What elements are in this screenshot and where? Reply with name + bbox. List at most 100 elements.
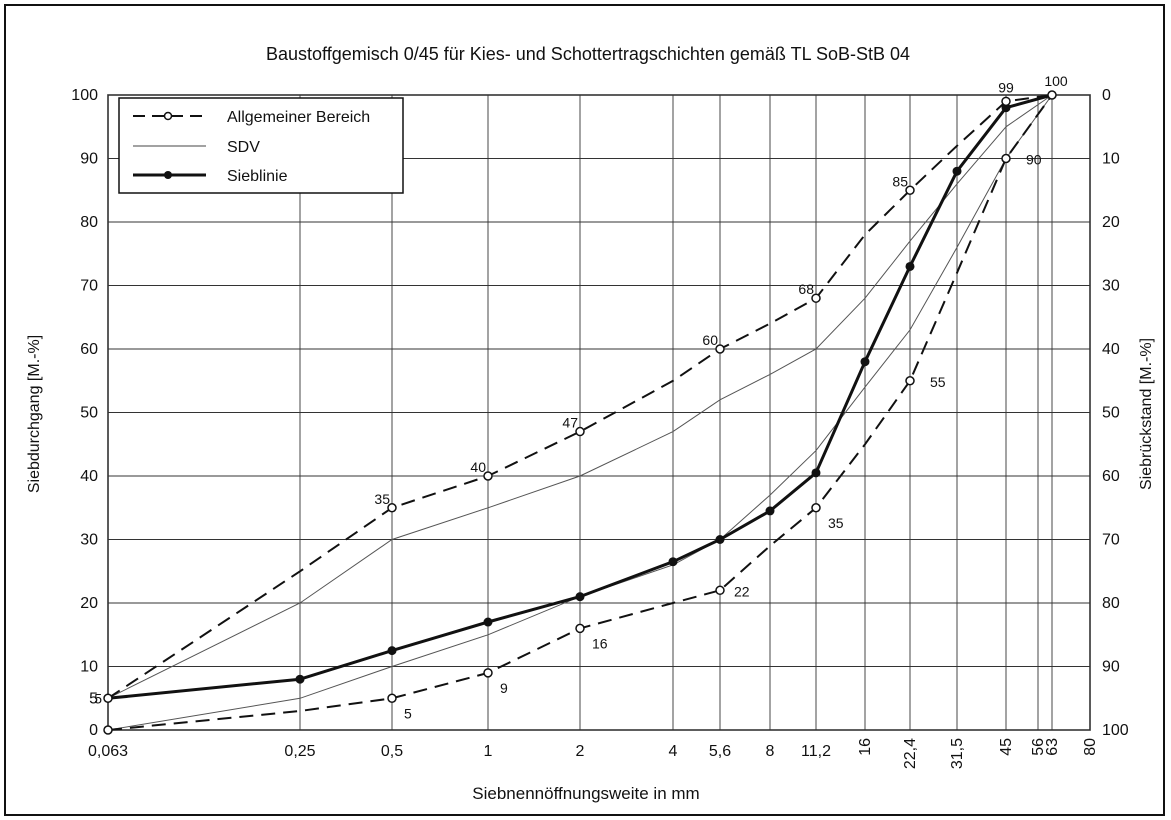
y-tick-label-right: 60 xyxy=(1102,468,1120,485)
y-axis-label-right: Siebrückstand [M.-%] xyxy=(1138,338,1155,490)
lower-limit-data-label: 35 xyxy=(828,515,844,531)
upper-limit-data-label: 40 xyxy=(470,459,486,475)
sieblinie-point xyxy=(952,166,962,176)
chart-title: Baustoffgemisch 0/45 für Kies- und Schot… xyxy=(266,44,910,64)
upper-limit-data-label: 60 xyxy=(702,332,718,348)
lower-limit-data-label: 55 xyxy=(930,374,946,390)
y-tick-label-left: 50 xyxy=(80,405,98,422)
y-tick-label-left: 0 xyxy=(89,722,98,739)
y-tick-label-left: 70 xyxy=(80,278,98,295)
allgemeiner-bereich-upper-point xyxy=(811,293,821,303)
allgemeiner-bereich-lower-line xyxy=(107,94,1053,731)
y-tick-label-right: 90 xyxy=(1102,659,1120,676)
y-tick-label-left: 5 xyxy=(89,690,98,707)
x-tick-label: 45 xyxy=(998,738,1015,756)
sieblinie-point xyxy=(668,557,678,567)
grading-curve-chart: Baustoffgemisch 0/45 für Kies- und Schot… xyxy=(26,44,1155,803)
sieblinie-point xyxy=(905,261,915,271)
allgemeiner-bereich-upper-point xyxy=(103,693,113,703)
upper-limit-data-label: 68 xyxy=(798,281,814,297)
legend-marker-sieblinie xyxy=(164,171,172,179)
lower-limit-data-label: 5 xyxy=(404,705,412,721)
allgemeiner-bereich-lower-point xyxy=(905,376,915,386)
allgemeiner-bereich-upper-point xyxy=(715,344,725,354)
y-tick-label-left: 40 xyxy=(80,468,98,485)
y-tick-label-right: 50 xyxy=(1102,405,1120,422)
y-tick-label-left: 90 xyxy=(80,151,98,168)
sieblinie-point xyxy=(295,674,305,684)
x-tick-label: 80 xyxy=(1082,738,1099,756)
chart-frame: Baustoffgemisch 0/45 für Kies- und Schot… xyxy=(4,4,1165,816)
allgemeiner-bereich-upper-point xyxy=(1047,90,1057,100)
y-tick-label-left: 30 xyxy=(80,532,98,549)
x-tick-label: 8 xyxy=(766,743,775,760)
upper-limit-data-label: 99 xyxy=(998,79,1014,95)
allgemeiner-bereich-lower-point xyxy=(811,503,821,513)
y-tick-label-left: 60 xyxy=(80,341,98,358)
legend-marker-allgemeiner-bereich xyxy=(163,111,173,121)
sieblinie-line xyxy=(107,93,1053,700)
sieblinie-point xyxy=(387,646,397,656)
allgemeiner-bereich-lower-point xyxy=(575,623,585,634)
x-tick-label: 11,2 xyxy=(801,743,831,760)
y-tick-label-right: 40 xyxy=(1102,341,1120,358)
sieblinie-point xyxy=(765,506,775,516)
upper-limit-data-label: 35 xyxy=(374,491,390,507)
lower-limit-data-label: 9 xyxy=(500,680,508,696)
x-tick-label: 56 xyxy=(1030,738,1047,756)
sdv-upper-line xyxy=(107,94,1053,699)
x-tick-label: 1 xyxy=(484,743,493,760)
y-tick-label-right: 80 xyxy=(1102,595,1120,612)
allgemeiner-bereich-lower-point xyxy=(103,725,113,735)
y-tick-label-right: 20 xyxy=(1102,214,1120,231)
x-tick-label: 63 xyxy=(1044,738,1061,756)
sieblinie-point xyxy=(575,592,585,602)
y-tick-label-right: 10 xyxy=(1102,151,1120,168)
x-tick-label: 4 xyxy=(669,743,678,760)
allgemeiner-bereich-lower-point xyxy=(1001,153,1011,164)
x-tick-label: 16 xyxy=(857,738,874,756)
y-tick-label-left: 10 xyxy=(80,659,98,676)
legend-label-allgemeiner-bereich: Allgemeiner Bereich xyxy=(227,109,370,126)
sieblinie-point xyxy=(483,617,493,627)
x-tick-label: 0,25 xyxy=(284,743,315,760)
upper-limit-data-label: 100 xyxy=(1044,73,1068,89)
allgemeiner-bereich-upper-point xyxy=(575,426,585,437)
legend-label-sdv: SDV xyxy=(227,139,260,156)
y-tick-label-right: 30 xyxy=(1102,278,1120,295)
y-tick-label-left: 20 xyxy=(80,595,98,612)
sieblinie-point xyxy=(811,468,821,478)
x-tick-label: 0,063 xyxy=(88,743,128,760)
x-tick-label: 2 xyxy=(576,743,585,760)
allgemeiner-bereich-upper-point xyxy=(1001,96,1011,107)
upper-limit-data-label: 85 xyxy=(892,173,908,189)
sieblinie-point xyxy=(860,357,870,367)
x-axis-label: Siebnennöffnungsweite in mm xyxy=(472,784,699,803)
allgemeiner-bereich-upper-point xyxy=(905,185,915,195)
y-tick-label-right: 70 xyxy=(1102,532,1120,549)
lower-limit-data-label: 5 xyxy=(94,690,102,706)
y-tick-label-right: 100 xyxy=(1102,722,1129,739)
sieblinie-point xyxy=(715,535,725,544)
x-tick-label: 22,4 xyxy=(902,738,919,769)
legend: Allgemeiner Bereich SDV Sieblinie xyxy=(118,97,404,194)
allgemeiner-bereich-upper-point xyxy=(483,471,493,481)
allgemeiner-bereich-lower-point xyxy=(387,693,397,703)
y-tick-label-left: 80 xyxy=(80,214,98,231)
x-tick-label: 0,5 xyxy=(381,743,403,760)
allgemeiner-bereich-lower-point xyxy=(715,585,725,596)
x-tick-label: 31,5 xyxy=(949,738,966,769)
y-axis-label-left: Siebdurchgang [M.-%] xyxy=(26,335,43,493)
upper-limit-data-label: 47 xyxy=(562,415,578,431)
allgemeiner-bereich-upper-line xyxy=(107,94,1053,700)
y-tick-label-left: 100 xyxy=(71,87,98,104)
sdv-lower-line xyxy=(107,94,1053,731)
x-tick-label: 5,6 xyxy=(709,743,731,760)
lower-limit-data-label: 16 xyxy=(592,635,608,651)
y-tick-label-right: 0 xyxy=(1102,87,1111,104)
lower-limit-data-label: 90 xyxy=(1026,152,1042,168)
legend-label-sieblinie: Sieblinie xyxy=(227,168,288,185)
allgemeiner-bereich-lower-point xyxy=(483,668,493,678)
allgemeiner-bereich-upper-point xyxy=(387,503,397,513)
lower-limit-data-label: 22 xyxy=(734,583,750,599)
